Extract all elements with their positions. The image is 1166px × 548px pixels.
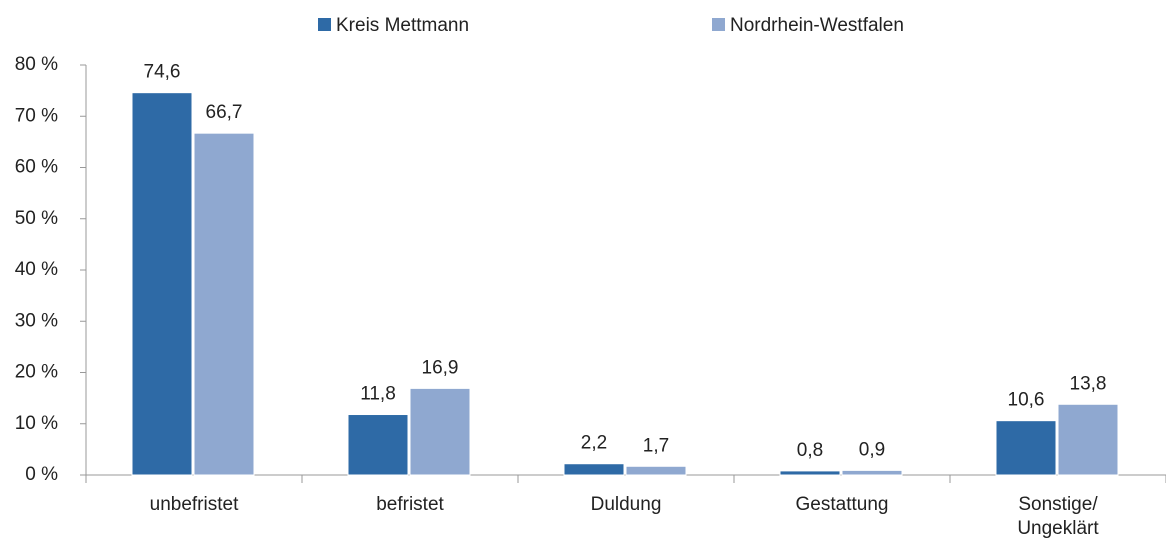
data-label: 16,9 (422, 357, 459, 378)
data-label: 11,8 (360, 384, 396, 405)
x-tick-label: Sonstige/ Ungeklärt (1017, 494, 1099, 539)
bar (409, 387, 471, 476)
y-tick-label: 40 % (15, 259, 58, 280)
data-label: 0,9 (859, 439, 885, 460)
bar (625, 465, 687, 476)
data-label: 10,6 (1008, 390, 1045, 411)
x-tick-label: Gestattung (795, 494, 889, 515)
y-tick-label: 60 % (15, 157, 58, 178)
bar (347, 414, 409, 476)
bar (1057, 403, 1119, 476)
legend-swatch (712, 18, 725, 31)
bar (779, 470, 841, 476)
y-tick-label: 70 % (15, 105, 58, 126)
y-tick-label: 50 % (15, 208, 58, 229)
bar (995, 420, 1057, 476)
data-label: 2,2 (581, 433, 607, 454)
y-tick-label: 80 % (15, 54, 58, 75)
data-label: 0,8 (797, 440, 823, 461)
data-label: 1,7 (643, 435, 669, 456)
bar (131, 92, 193, 476)
y-tick-label: 20 % (15, 362, 58, 383)
y-tick-label: 10 % (15, 413, 58, 434)
legend-label: Kreis Mettmann (336, 15, 469, 36)
bar (193, 132, 255, 476)
data-label: 74,6 (144, 62, 181, 83)
x-tick-label: unbefristet (149, 494, 239, 515)
y-tick-label: 30 % (15, 310, 58, 331)
data-label: 13,8 (1070, 373, 1107, 394)
y-tick-label: 0 % (25, 464, 58, 485)
legend-swatch (318, 18, 331, 31)
data-label: 66,7 (206, 102, 243, 123)
x-tick-label: befristet (376, 494, 444, 515)
bar (841, 469, 903, 476)
x-tick-label: Duldung (590, 494, 662, 515)
legend-label: Nordrhein-Westfalen (730, 15, 904, 36)
bar (563, 463, 625, 476)
